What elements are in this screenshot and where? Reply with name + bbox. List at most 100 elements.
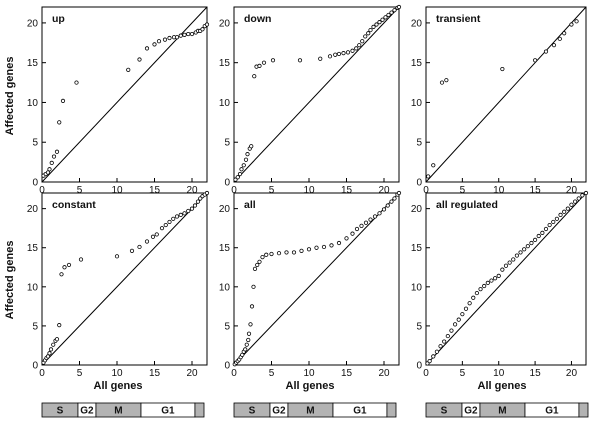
data-point	[126, 67, 131, 72]
data-point	[150, 234, 156, 239]
data-point	[51, 342, 56, 347]
data-point	[536, 233, 541, 239]
data-point	[368, 217, 373, 222]
data-point	[445, 333, 450, 339]
data-point	[167, 35, 172, 41]
data-point	[569, 22, 574, 27]
x-tick-label: 5	[77, 368, 83, 379]
data-point	[174, 35, 180, 40]
data-point	[264, 252, 269, 257]
data-point	[60, 98, 66, 103]
data-point	[167, 219, 172, 225]
data-point	[257, 63, 262, 68]
data-point	[357, 43, 362, 48]
y-tick-label: 10	[219, 98, 231, 109]
data-point	[54, 149, 60, 154]
data-point	[377, 20, 382, 25]
data-point	[284, 250, 289, 255]
data-point	[154, 232, 159, 237]
data-point	[385, 203, 390, 208]
data-point	[314, 245, 319, 250]
data-point	[442, 339, 447, 344]
x-tick-label: 5	[460, 185, 466, 196]
data-point	[574, 19, 579, 24]
diagonal-line	[233, 6, 400, 183]
x-tick-label: 0	[231, 185, 237, 196]
x-tick-label: 0	[39, 185, 45, 196]
phase-segment	[194, 402, 205, 418]
data-point	[557, 36, 562, 41]
y-tick-label: 0	[32, 361, 38, 372]
phase-label: G1	[545, 406, 559, 417]
y-tick-label: 5	[32, 138, 38, 149]
data-point	[195, 199, 201, 204]
phase-label: M	[498, 406, 506, 417]
x-tick-label: 20	[566, 185, 578, 196]
data-point	[371, 24, 376, 29]
x-tick-label: 5	[460, 368, 466, 379]
data-point	[543, 49, 549, 54]
data-point	[59, 272, 64, 277]
data-point	[336, 240, 342, 246]
data-point	[363, 220, 369, 225]
data-point	[463, 306, 469, 311]
x-axis-label-2: All genes	[286, 380, 335, 392]
x-tick-label: 20	[378, 185, 390, 196]
phase-label: S	[57, 406, 64, 417]
y-tick-label: 15	[411, 243, 423, 254]
x-tick-label: 5	[77, 185, 83, 196]
y-tick-label: 5	[32, 321, 38, 332]
data-point	[186, 208, 191, 214]
y-tick-label: 5	[224, 138, 230, 149]
x-tick-label: 10	[493, 185, 505, 196]
data-point	[485, 280, 490, 286]
data-point	[460, 312, 465, 317]
data-point	[492, 276, 498, 281]
data-point	[333, 52, 338, 57]
y-tick-label: 0	[224, 178, 230, 189]
phase-label: S	[441, 406, 448, 417]
data-point	[156, 39, 162, 44]
data-point	[182, 211, 187, 216]
y-tick-label: 10	[27, 282, 39, 293]
cell-cycle-bar-1: S G2 M G1	[41, 402, 205, 418]
panel-3: 0 5 10 15 20 0 5 10 15 20 transient	[411, 6, 587, 196]
data-point	[360, 39, 365, 44]
data-point	[558, 212, 563, 217]
data-point	[171, 216, 176, 221]
data-point	[500, 267, 505, 272]
y-tick-label: 20	[411, 204, 423, 215]
x-tick-label: 10	[303, 185, 315, 196]
data-point	[137, 57, 142, 62]
y-tick-label: 20	[219, 18, 231, 29]
data-point	[380, 17, 385, 22]
data-point	[368, 27, 373, 33]
data-point	[489, 278, 494, 283]
data-point	[200, 27, 205, 32]
data-point	[261, 60, 267, 65]
y-tick-label: 15	[219, 243, 231, 254]
x-tick-label: 10	[303, 368, 315, 379]
data-point	[192, 203, 198, 208]
data-point	[562, 209, 567, 214]
data-point	[306, 247, 312, 252]
diagonal-line	[425, 192, 587, 366]
data-point	[189, 206, 195, 211]
x-axis-label-1: All genes	[94, 380, 143, 392]
data-point	[381, 207, 387, 212]
data-point	[48, 347, 54, 352]
data-point	[297, 58, 303, 63]
data-point	[246, 331, 252, 336]
data-point	[576, 196, 581, 201]
data-point	[562, 31, 567, 36]
data-point	[269, 251, 274, 257]
data-point	[189, 31, 195, 37]
data-point	[345, 50, 351, 55]
data-point	[249, 304, 255, 309]
data-point	[474, 290, 480, 296]
data-point	[178, 212, 183, 217]
data-point	[554, 216, 560, 221]
data-point	[359, 223, 364, 228]
data-point	[583, 190, 589, 196]
data-point	[47, 167, 52, 172]
